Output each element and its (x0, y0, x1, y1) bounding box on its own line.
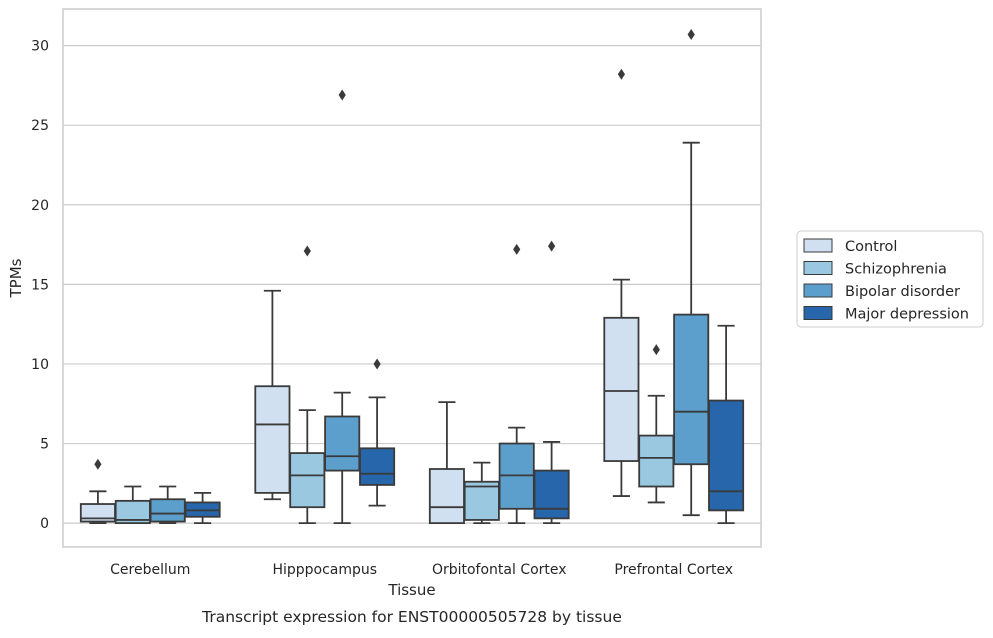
box-body (324, 415, 361, 472)
x-tick-label: Orbitofontal Cortex (432, 562, 567, 578)
legend-item: Bipolar disorder (803, 283, 960, 300)
y-axis-ticks: 0 5 10 15 20 25 30 (31, 39, 49, 533)
box (289, 245, 326, 525)
outlier-point (303, 245, 311, 257)
x-axis-label: Tissue (387, 581, 435, 599)
legend-label: Major depression (845, 307, 969, 323)
y-tick-label: 0 (40, 516, 49, 532)
box (184, 491, 221, 525)
outlier-point (617, 68, 625, 80)
box-series-group (184, 240, 745, 525)
box (428, 401, 465, 525)
legend-item: Schizophrenia (803, 261, 947, 278)
box-body (359, 447, 396, 486)
box-body (533, 469, 570, 520)
box (79, 458, 116, 525)
x-tick-label: Prefrontal Cortex (614, 562, 733, 578)
outlier-point (513, 243, 521, 255)
legend: Control Schizophrenia Bipolar disorder Majo… (796, 230, 984, 328)
x-tick-label: Hipppocampus (272, 562, 377, 578)
box-body (673, 313, 710, 466)
box (673, 28, 710, 517)
legend-label: Control (845, 239, 897, 255)
box-series-group (114, 245, 675, 525)
box (533, 240, 570, 525)
outlier-point (94, 458, 102, 470)
box (603, 68, 640, 497)
y-tick-label: 20 (31, 198, 49, 214)
box-body (638, 434, 675, 488)
box-body (149, 498, 186, 523)
y-tick-label: 30 (31, 39, 49, 55)
legend-label: Bipolar disorder (845, 284, 960, 300)
box-series-group (79, 68, 640, 525)
x-tick-label: Cerebellum (110, 562, 190, 578)
box-body (708, 399, 745, 512)
legend-item: Major depression (803, 306, 969, 323)
legend-swatch (803, 283, 833, 298)
box (638, 344, 675, 504)
box (149, 485, 186, 525)
chart-caption: Transcript expression for ENST0000050572… (201, 608, 622, 626)
box-body (603, 316, 640, 462)
box (359, 358, 396, 507)
box-series (79, 28, 745, 525)
box-body (254, 385, 291, 494)
box-body (289, 452, 326, 509)
box (254, 289, 291, 501)
box (324, 89, 361, 525)
box (114, 485, 151, 525)
box (463, 461, 500, 525)
legend-frame (796, 230, 984, 328)
legend-label: Schizophrenia (845, 262, 947, 278)
plot-frame (62, 8, 762, 548)
box-body (463, 480, 500, 521)
box-series-group (149, 28, 710, 525)
y-tick-label: 25 (31, 118, 49, 134)
box (498, 243, 535, 525)
outlier-point (548, 240, 556, 252)
legend-swatch (803, 238, 833, 253)
box-body (428, 468, 465, 525)
y-tick-label: 10 (31, 357, 49, 373)
legend-swatch (803, 306, 833, 320)
box (708, 324, 745, 525)
gridlines (63, 45, 761, 524)
y-tick-label: 15 (31, 277, 49, 293)
legend-item: Control (803, 238, 897, 255)
legend-swatch (803, 261, 833, 275)
outlier-point (373, 358, 381, 370)
outlier-point (338, 89, 346, 101)
y-tick-label: 5 (40, 437, 49, 453)
x-axis-ticks: Cerebellum Hipppocampus Orbitofontal Corte… (110, 562, 733, 578)
outlier-point (687, 28, 695, 40)
outlier-point (652, 344, 660, 356)
y-axis-label: TPMs (7, 258, 25, 298)
